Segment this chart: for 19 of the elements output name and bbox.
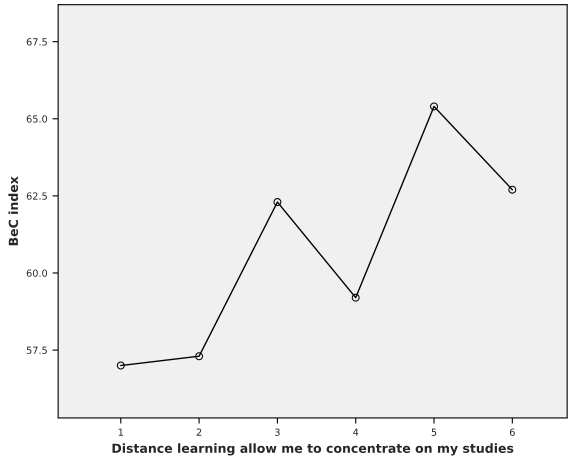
point [352,294,360,302]
point [430,102,438,110]
x-axis-title: Distance learning allow me to concentrate on my studies [112,443,514,456]
point [195,352,204,360]
x-tick-label: 2 [196,428,202,436]
point [273,198,282,206]
y-tick-label: 65.0 [26,115,48,123]
y-tick-label: 60.0 [26,269,48,277]
x-tick-label: 5 [432,428,436,436]
y-axis-title: BeC index [8,176,18,246]
x-tick-label: 1 [118,428,123,436]
y-tick-label: 67.5 [26,38,47,46]
point [508,186,516,194]
x-tick-label: 3 [275,428,280,436]
x-tick-label: 4 [353,428,358,436]
y-tick-label: 62.5 [26,192,47,200]
y-tick-label: 57.5 [26,346,47,354]
x-tick-label: 6 [510,428,515,436]
point [116,362,125,370]
